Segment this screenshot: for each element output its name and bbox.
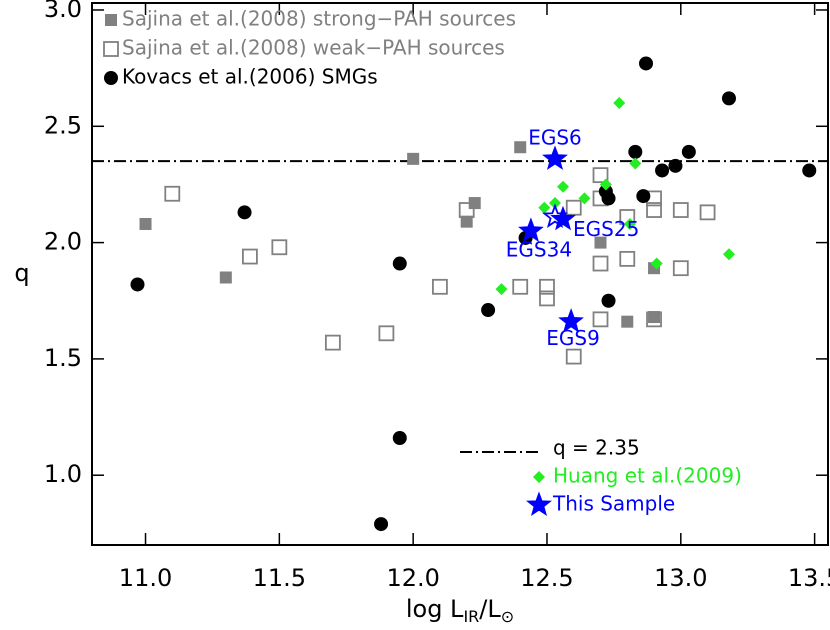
point bbox=[130, 277, 145, 292]
legend-label: This Sample bbox=[552, 492, 675, 516]
y-tick-label: 2.5 bbox=[44, 111, 82, 139]
point bbox=[594, 236, 607, 249]
point bbox=[629, 157, 642, 170]
x-tick-label: 12.0 bbox=[386, 564, 439, 592]
point bbox=[558, 308, 584, 333]
point bbox=[104, 71, 118, 85]
point bbox=[578, 192, 591, 205]
x-tick-label: 11.0 bbox=[119, 564, 172, 592]
plot-frame bbox=[91, 2, 829, 546]
point bbox=[514, 141, 527, 154]
point bbox=[495, 283, 508, 296]
point bbox=[722, 248, 735, 261]
point bbox=[565, 348, 582, 365]
point bbox=[636, 189, 651, 204]
x-tick-label: 13.0 bbox=[654, 564, 707, 592]
point-label: EGS25 bbox=[573, 217, 639, 241]
point bbox=[672, 202, 689, 218]
point bbox=[721, 91, 736, 106]
point bbox=[164, 185, 181, 202]
point bbox=[468, 197, 481, 210]
point bbox=[628, 144, 643, 159]
y-tick-label: 1.5 bbox=[44, 344, 82, 372]
point bbox=[518, 217, 544, 242]
point bbox=[103, 41, 119, 57]
point bbox=[407, 152, 420, 165]
point-label: EGS9 bbox=[546, 326, 600, 350]
y-tick-label: 3.0 bbox=[44, 0, 82, 23]
point bbox=[655, 163, 670, 178]
legend-label: Huang et al.(2009) bbox=[553, 464, 742, 488]
point bbox=[378, 325, 395, 342]
point bbox=[557, 180, 570, 193]
legend-label: q = 2.35 bbox=[553, 436, 640, 460]
legend-label: Sajina et al.(2008) strong−PAH sources bbox=[122, 7, 516, 31]
point bbox=[565, 199, 582, 216]
point bbox=[672, 260, 689, 277]
point bbox=[646, 202, 662, 218]
point bbox=[668, 158, 683, 173]
point bbox=[619, 250, 636, 267]
point bbox=[460, 215, 473, 228]
y-tick-label: 1.0 bbox=[44, 460, 82, 488]
point bbox=[392, 430, 407, 445]
point bbox=[802, 163, 817, 178]
point bbox=[219, 271, 232, 284]
x-axis-label-part: /L bbox=[479, 595, 501, 623]
point bbox=[639, 56, 654, 71]
x-axis-label: log LIR/L⊙ bbox=[406, 595, 514, 626]
y-axis-label: q bbox=[14, 259, 29, 287]
point bbox=[599, 178, 612, 191]
point bbox=[549, 197, 562, 210]
point bbox=[538, 201, 551, 214]
point bbox=[526, 491, 552, 516]
point bbox=[237, 205, 252, 220]
x-axis-label-part: ⊙ bbox=[501, 607, 514, 626]
point bbox=[592, 311, 609, 328]
point bbox=[432, 278, 448, 295]
x-tick-label: 11.5 bbox=[253, 564, 306, 592]
point bbox=[539, 290, 555, 307]
x-axis-label-part: log L bbox=[406, 595, 464, 623]
point bbox=[623, 217, 636, 230]
point bbox=[539, 278, 555, 295]
point bbox=[324, 334, 341, 351]
point bbox=[512, 278, 529, 295]
point bbox=[601, 293, 616, 308]
point bbox=[650, 257, 663, 270]
point bbox=[648, 311, 661, 324]
point bbox=[481, 303, 496, 318]
point bbox=[139, 217, 152, 230]
y-tick-label: 2.0 bbox=[44, 228, 82, 256]
point bbox=[646, 311, 662, 328]
legend-label: Sajina et al.(2008) weak−PAH sources bbox=[122, 36, 505, 60]
point-label: EGS6 bbox=[528, 125, 582, 149]
point bbox=[458, 202, 475, 218]
x-tick-label: 13.5 bbox=[788, 564, 830, 592]
point bbox=[105, 14, 117, 26]
point bbox=[601, 191, 616, 206]
x-axis-label-part: IR bbox=[463, 607, 479, 626]
point bbox=[533, 471, 545, 483]
point bbox=[699, 204, 716, 221]
point bbox=[374, 517, 389, 532]
point bbox=[392, 256, 407, 271]
legend-label: Kovacs et al.(2006) SMGs bbox=[122, 65, 378, 89]
point bbox=[542, 203, 568, 228]
point bbox=[621, 315, 634, 328]
point bbox=[592, 255, 609, 272]
point bbox=[242, 248, 258, 265]
point bbox=[592, 167, 609, 184]
x-tick-label: 12.5 bbox=[520, 564, 573, 592]
point bbox=[613, 97, 626, 110]
point bbox=[271, 239, 288, 256]
point bbox=[542, 145, 568, 170]
point bbox=[681, 144, 696, 159]
point-label: EGS34 bbox=[506, 237, 572, 261]
point bbox=[550, 205, 576, 231]
